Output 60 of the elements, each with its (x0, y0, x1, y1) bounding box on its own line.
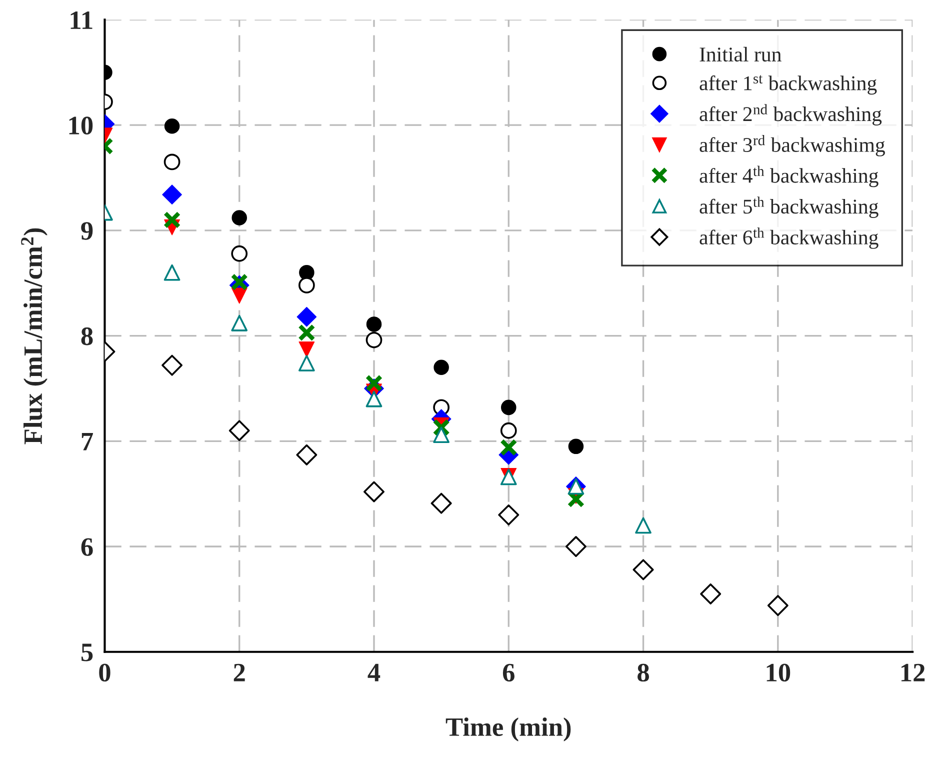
point (501, 400, 516, 416)
point (164, 264, 180, 281)
legend-label: after 3$^{rd}$ backwashimg (700, 134, 885, 156)
y-tick-label: 11 (70, 11, 92, 29)
x-tick-label: 6 (502, 664, 514, 682)
y-tick-label: 8 (81, 327, 93, 346)
legend-label: after 2$^{nd}$ backwashing (700, 104, 882, 126)
point (433, 426, 450, 444)
point (366, 316, 382, 332)
point (164, 118, 180, 134)
point (500, 438, 518, 456)
point (163, 211, 181, 229)
point (296, 306, 317, 327)
legend-label: after 5$^{th}$ backwashing (700, 196, 878, 218)
point (500, 422, 517, 439)
x-tick-label: 10 (766, 664, 790, 682)
x-tick-label: 2 (234, 664, 245, 682)
y-axis-title: Flux (mL/min/cm$^{2}$) (21, 228, 48, 444)
point (498, 504, 520, 526)
x-axis-title: Time (min) (446, 717, 571, 742)
y-tick-label: 9 (81, 222, 93, 240)
point (365, 374, 383, 392)
point (228, 420, 250, 442)
legend-label: after 6$^{th}$ backwashing (700, 227, 878, 249)
point (432, 418, 450, 436)
point (230, 273, 248, 291)
point (296, 444, 318, 466)
point (298, 355, 315, 372)
point (632, 559, 654, 580)
point (162, 184, 182, 205)
x-tick-label: 0 (99, 664, 110, 682)
point (164, 154, 180, 170)
point (232, 210, 247, 226)
legend-label: after 4$^{th}$ backwashing (700, 166, 878, 188)
point (430, 492, 452, 514)
y-tick-label: 5 (81, 644, 93, 662)
point (231, 314, 248, 332)
y-tick-label: 10 (69, 116, 93, 134)
x-tick-label: 4 (368, 664, 380, 682)
point (298, 277, 315, 294)
point (767, 595, 788, 616)
x-tick-label: 8 (638, 664, 650, 682)
legend-label: Initial run (700, 46, 782, 62)
point (162, 354, 183, 376)
x-tick-label: 12 (901, 664, 925, 682)
point (364, 481, 384, 502)
point (434, 360, 449, 376)
point (231, 245, 248, 262)
point (366, 390, 382, 408)
y-tick-label: 6 (81, 538, 93, 556)
point (298, 324, 316, 342)
point (635, 517, 652, 534)
legend-label: after 1$^{st}$ backwashing (700, 75, 877, 95)
point (366, 332, 382, 348)
point (700, 583, 722, 604)
point (298, 342, 315, 358)
point (568, 438, 584, 454)
point (565, 536, 586, 557)
point (231, 288, 248, 304)
y-tick-label: 7 (82, 433, 93, 450)
